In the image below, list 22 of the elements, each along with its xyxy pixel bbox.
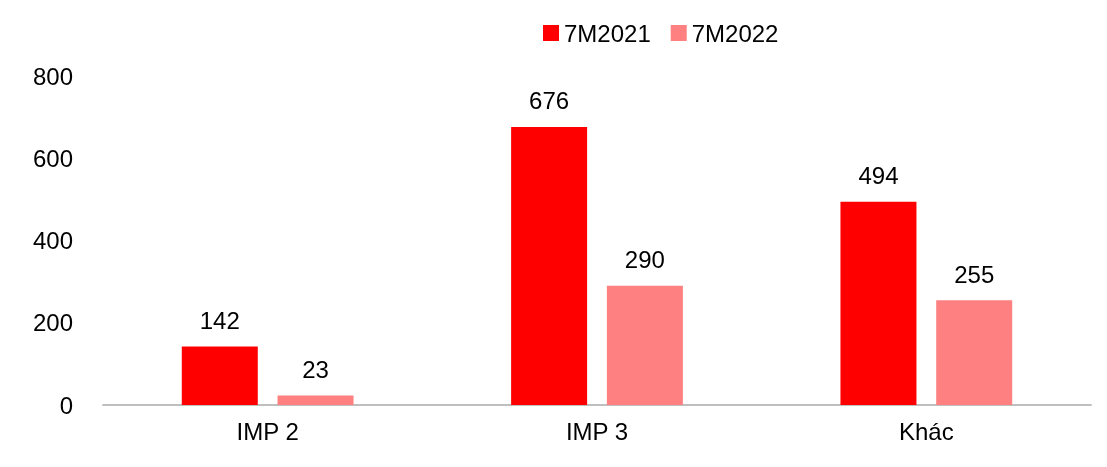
bar: [606, 285, 683, 405]
x-tick-label: Khác: [898, 417, 954, 445]
y-tick-label: 400: [32, 227, 73, 254]
data-label: 255: [954, 260, 995, 288]
bar: [181, 346, 258, 405]
y-tick-label: 0: [59, 391, 73, 419]
x-tick-label: IMP 3: [565, 417, 629, 445]
y-tick-label: 800: [32, 62, 73, 90]
bar: [511, 127, 588, 405]
data-label: 676: [529, 87, 570, 115]
bar: [277, 395, 354, 405]
bar: [840, 201, 917, 405]
data-label: 494: [858, 162, 899, 190]
y-tick-label: 600: [32, 144, 73, 172]
x-tick-label: IMP 2: [236, 417, 299, 445]
bar: [936, 300, 1013, 405]
legend-label: 7M2021: [564, 19, 651, 47]
data-label: 23: [302, 356, 329, 384]
legend-label: 7M2022: [691, 19, 779, 47]
y-tick-label: 200: [32, 309, 73, 337]
data-label: 290: [624, 246, 665, 274]
data-label: 142: [199, 307, 240, 335]
